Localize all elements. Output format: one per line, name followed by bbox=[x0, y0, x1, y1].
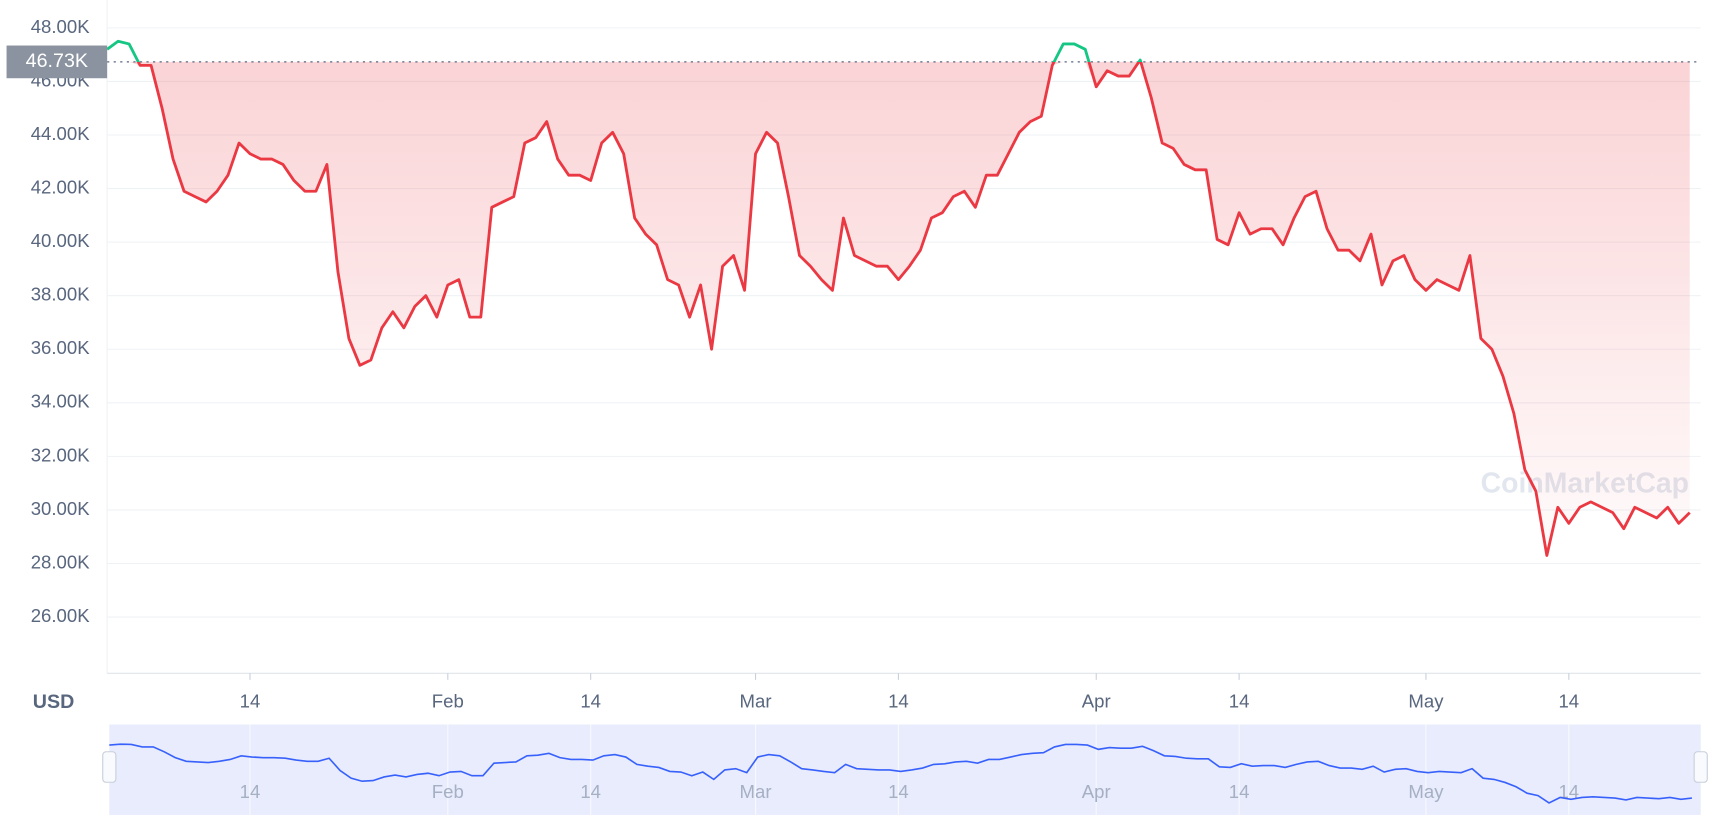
reference-label: 46.73K bbox=[26, 50, 88, 72]
y-tick-label: 30.00K bbox=[31, 498, 91, 519]
x-tick-label: 14 bbox=[888, 691, 909, 712]
y-tick-label: 44.00K bbox=[31, 123, 91, 144]
navigator-tick-label: Feb bbox=[432, 781, 464, 802]
navigator-handle[interactable] bbox=[1693, 751, 1708, 783]
y-tick-label: 40.00K bbox=[31, 230, 91, 251]
navigator-tick-label: May bbox=[1408, 781, 1444, 802]
currency-label: USD bbox=[33, 691, 75, 713]
x-tick-label: Feb bbox=[432, 691, 464, 712]
x-tick-label: Apr bbox=[1082, 691, 1111, 712]
navigator-line bbox=[109, 743, 1692, 804]
x-tick-label: 14 bbox=[240, 691, 261, 712]
y-tick-label: 32.00K bbox=[31, 444, 91, 465]
x-tick-label: 14 bbox=[580, 691, 601, 712]
navigator-tick-label: 14 bbox=[240, 781, 261, 802]
x-tick-label: Mar bbox=[740, 691, 772, 712]
x-tick-label: 14 bbox=[1558, 691, 1579, 712]
area-fill bbox=[107, 61, 1690, 556]
navigator-tick-label: Mar bbox=[740, 781, 772, 802]
chart-body: USD CoinMarketCap 26.00K28.00K30.00K32.0… bbox=[6, 0, 1708, 815]
navigator-tick-label: 14 bbox=[1558, 781, 1579, 802]
y-tick-label: 26.00K bbox=[31, 605, 91, 626]
y-tick-label: 28.00K bbox=[31, 551, 91, 572]
navigator-tick-label: 14 bbox=[888, 781, 909, 802]
x-tick-label: 14 bbox=[1229, 691, 1250, 712]
y-tick-label: 38.00K bbox=[31, 284, 91, 305]
navigator-tick-label: Apr bbox=[1082, 781, 1111, 802]
reference-label-box bbox=[6, 45, 108, 79]
navigator-handle[interactable] bbox=[102, 751, 117, 783]
y-tick-label: 36.00K bbox=[31, 337, 91, 358]
price-line bbox=[106, 39, 1691, 557]
y-tick-label: 48.00K bbox=[31, 16, 91, 37]
navigator-background bbox=[109, 724, 1701, 815]
navigator-tick-label: 14 bbox=[580, 781, 601, 802]
y-tick-label: 42.00K bbox=[31, 176, 91, 197]
y-tick-label: 34.00K bbox=[31, 391, 91, 412]
x-tick-label: May bbox=[1408, 691, 1444, 712]
navigator-tick-label: 14 bbox=[1229, 781, 1250, 802]
